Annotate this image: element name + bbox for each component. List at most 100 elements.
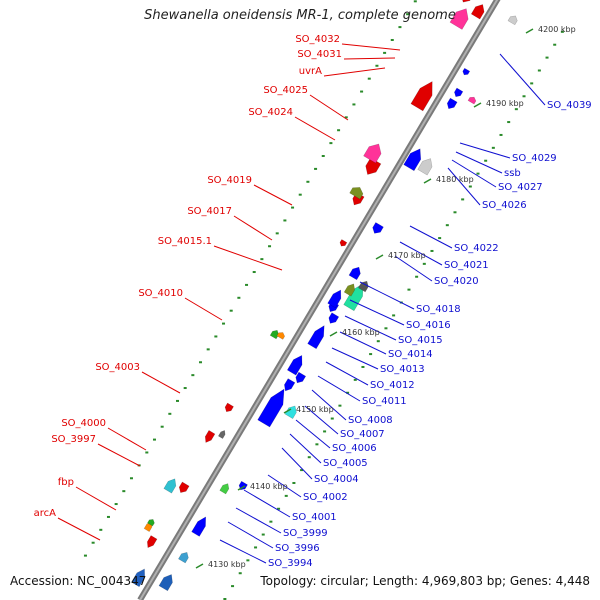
gene-arrow-body [470, 4, 485, 20]
gene-label-left: SO_4015.1 [158, 236, 212, 247]
tick-dot [99, 528, 103, 531]
leader-line-right [311, 389, 347, 421]
gene-arrow [286, 354, 303, 376]
scale-tick-label: 4190 kbp [486, 99, 524, 108]
gene-arrow-body [363, 143, 382, 164]
leader-line-left [233, 215, 273, 241]
tick-dot [106, 515, 110, 518]
tick-dot [407, 288, 411, 291]
gene-arrow-body [358, 280, 369, 293]
gene-label-right: SO_4015 [398, 335, 443, 346]
tick-dot [344, 116, 348, 119]
gene-arrow-body [191, 516, 206, 537]
gene-label-right: SO_4004 [314, 474, 359, 485]
gene-arrow-body [454, 87, 464, 97]
gene-arrow [269, 329, 279, 340]
gene-arrow [363, 143, 382, 164]
gene-arrow-body [403, 148, 422, 172]
gene-label-right: SO_4006 [332, 443, 377, 454]
gene-arrow-body [147, 519, 155, 527]
tick-dot [291, 206, 295, 209]
label-leader-lines [57, 43, 546, 564]
tick-dot [522, 95, 526, 98]
tick-dot [330, 417, 334, 420]
tick-dot [413, 0, 417, 3]
gene-arrow [372, 222, 384, 234]
gene-arrow [507, 15, 518, 26]
gene-arrow-body [343, 283, 355, 297]
leader-line-right [499, 53, 546, 106]
leader-line-right [339, 331, 387, 355]
tick-dot [152, 438, 156, 441]
gene-arrow [328, 312, 340, 324]
gene-arrow [454, 87, 464, 97]
leader-line-right [394, 255, 433, 282]
gene-label-right: ssb [504, 168, 521, 179]
tick-dot [300, 469, 304, 472]
scale-tick-label: 4150 kbp [296, 405, 334, 414]
tick-dot [323, 430, 327, 433]
gene-arrow-body [257, 388, 285, 428]
tick-dot [91, 541, 95, 544]
gene-label-left: SO_4010 [138, 288, 183, 299]
gene-arrow-body [372, 222, 384, 234]
gene-label-right: SO_3996 [275, 543, 320, 554]
gene-arrow-body [178, 481, 190, 493]
gene-label-left: SO_4017 [187, 206, 232, 217]
gene-arrow-body [446, 97, 458, 110]
tick-dot [514, 108, 518, 111]
scale-tick-mark [195, 563, 204, 569]
tick-dot [252, 271, 256, 274]
gene-arrow [403, 148, 422, 172]
tick-dot [468, 185, 472, 188]
leader-line-left [343, 57, 396, 60]
gene-arrow-body [507, 15, 518, 26]
tick-dot [222, 322, 226, 325]
gene-arrow-body [218, 430, 226, 439]
gene-arrow [257, 388, 285, 428]
tick-dot [369, 353, 373, 356]
gene-arrow [470, 4, 485, 20]
tick-dot [560, 30, 564, 33]
gene-arrow-body [349, 187, 364, 200]
gene-arrow-body [219, 483, 230, 495]
tick-dot [261, 533, 265, 536]
tick-dot [383, 51, 387, 54]
leader-line-right [325, 361, 369, 386]
leader-line-left [341, 43, 401, 51]
tick-dot [537, 69, 541, 72]
gene-arrow-body [328, 312, 340, 324]
tick-dot [376, 340, 380, 343]
gene-arrow-body [224, 402, 234, 413]
gene-arrow [462, 67, 471, 76]
gene-label-left: uvrA [299, 66, 322, 77]
gene-arrow [218, 430, 226, 439]
leader-line-left [75, 486, 117, 511]
gene-arrow [410, 81, 433, 112]
scale-tick-label: 4200 kbp [538, 25, 576, 34]
gene-arrow [327, 289, 342, 309]
gene-label-right: SO_4020 [434, 276, 479, 287]
gene-arrow-body [365, 157, 382, 175]
gene-label-left: SO_4025 [263, 85, 308, 96]
gene-arrow-body [417, 158, 433, 176]
gene-label-right: SO_4008 [348, 415, 393, 426]
gene-label-right: SO_4002 [303, 492, 348, 503]
tick-dot [160, 425, 164, 428]
gene-label-right: SO_4013 [380, 364, 425, 375]
leader-line-left [253, 184, 293, 206]
gene-arrow [284, 378, 296, 392]
gene-label-left: arcA [34, 508, 57, 519]
leader-line-right [281, 447, 313, 480]
tick-dot [269, 520, 273, 523]
gene-label-left: SO_4019 [207, 175, 252, 186]
tick-dots [83, 0, 564, 600]
gene-label-right: SO_4014 [388, 349, 433, 360]
gene-arrow [307, 325, 325, 350]
gene-arrow [358, 280, 369, 293]
gene-label-right: SO_4039 [547, 100, 592, 111]
scale-tick-label: 4140 kbp [250, 482, 288, 491]
gene-arrow [204, 430, 216, 443]
tick-dot [237, 296, 241, 299]
